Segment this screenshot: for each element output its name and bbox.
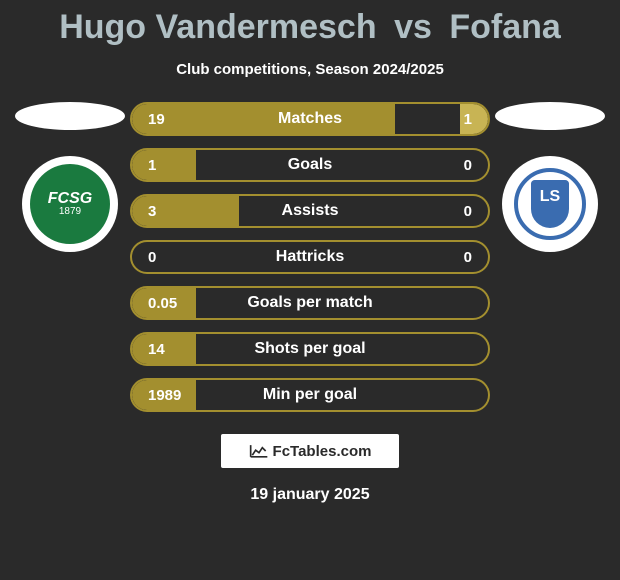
player1-name: Hugo Vandermesch (59, 8, 376, 46)
badge-left-text-year: 1879 (59, 207, 81, 217)
player2-shadow-icon (495, 102, 605, 130)
stat-row: 1989 Min per goal (130, 378, 490, 412)
stat-row: 0 0 Hattricks (130, 240, 490, 274)
chart-icon (249, 443, 269, 459)
badge-right-text: LS (540, 188, 560, 206)
stat-label: Min per goal (263, 386, 357, 404)
footer-logo-text: FcTables.com (273, 443, 372, 460)
club-badge-right-shield: LS (531, 180, 569, 228)
right-badge-wrap: LS (490, 102, 610, 252)
player2-name: Fofana (449, 8, 560, 46)
stat-value-left: 1989 (148, 387, 181, 404)
stat-value-right: 0 (464, 203, 472, 220)
player1-shadow-icon (15, 102, 125, 130)
stat-row: 1 0 Goals (130, 148, 490, 182)
stat-value-right: 0 (464, 157, 472, 174)
stat-label: Hattricks (276, 248, 344, 266)
stat-value-left: 0.05 (148, 295, 177, 312)
footer-date: 19 january 2025 (0, 486, 620, 504)
stat-label: Assists (282, 202, 339, 220)
stats-column: 19 1 Matches 1 0 Goals 3 0 Assists 0 0 Hattricks 0.0… (130, 102, 490, 412)
stat-row: 3 0 Assists (130, 194, 490, 228)
stat-value-left: 14 (148, 341, 165, 358)
stat-row: 14 Shots per goal (130, 332, 490, 366)
comparison-card: Hugo Vandermesch vs Fofana Club competit… (0, 0, 620, 580)
badge-left-text-fcsg: FCSG (48, 191, 92, 207)
stat-value-left: 3 (148, 203, 156, 220)
title: Hugo Vandermesch vs Fofana (0, 0, 620, 47)
footer-logo[interactable]: FcTables.com (221, 434, 399, 468)
stat-value-left: 0 (148, 249, 156, 266)
stat-row: 0.05 Goals per match (130, 286, 490, 320)
subtitle: Club competitions, Season 2024/2025 (0, 61, 620, 78)
stat-label: Matches (278, 110, 342, 128)
club-badge-left-inner: FCSG 1879 (30, 164, 110, 244)
stat-value-left: 1 (148, 157, 156, 174)
content-area: FCSG 1879 19 1 Matches 1 0 Goals 3 0 Assists 0 0 Ha… (0, 102, 620, 412)
club-badge-left: FCSG 1879 (22, 156, 118, 252)
stat-bar-left (132, 104, 395, 134)
club-badge-right-inner: LS (514, 168, 586, 240)
left-badge-wrap: FCSG 1879 (10, 102, 130, 252)
stat-label: Goals per match (247, 294, 372, 312)
club-badge-right: LS (502, 156, 598, 252)
vs-label: vs (394, 8, 432, 46)
stat-bar-left (132, 150, 196, 180)
stat-value-right: 1 (464, 111, 472, 128)
stat-label: Goals (288, 156, 332, 174)
stat-label: Shots per goal (254, 340, 365, 358)
stat-value-left: 19 (148, 111, 165, 128)
stat-row: 19 1 Matches (130, 102, 490, 136)
stat-value-right: 0 (464, 249, 472, 266)
